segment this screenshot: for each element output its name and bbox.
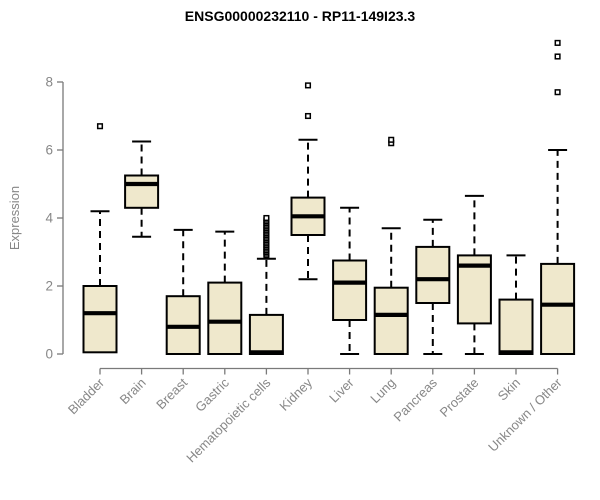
x-tick-label-skin: Skin	[495, 375, 523, 403]
box-liver	[332, 259, 368, 321]
y-tick-label: 2	[45, 279, 53, 294]
box-skin	[498, 298, 534, 356]
box-brain	[124, 174, 160, 209]
x-tick-label-kidney: Kidney	[276, 375, 315, 414]
x-tick-label-unknown-other: Unknown / Other	[485, 375, 565, 455]
outlier-point-lung	[388, 136, 395, 143]
box-lung	[373, 286, 409, 356]
outlier-point-kidney	[304, 82, 312, 89]
y-tick-label: 0	[45, 347, 53, 362]
x-tick-label-liver: Liver	[326, 375, 357, 406]
box-hematopoietic-cells	[248, 313, 284, 355]
chart-title: ENSG00000232110 - RP11-149I23.3	[184, 8, 416, 24]
x-tick-label-brain: Brain	[117, 375, 149, 407]
y-tick-label: 8	[45, 75, 53, 90]
x-tick-label-prostate: Prostate	[437, 375, 482, 420]
outlier-point-unknown-other	[554, 39, 561, 46]
x-tick-label-bladder: Bladder	[65, 375, 108, 418]
x-tick-label-breast: Breast	[153, 375, 190, 412]
box-pancreas	[415, 245, 451, 304]
x-tick-label-pancreas: Pancreas	[390, 375, 440, 425]
outlier-point-kidney	[304, 112, 312, 120]
box-bladder	[82, 285, 118, 354]
outlier-point-bladder	[96, 123, 104, 130]
outlier-point-unknown-other	[554, 53, 561, 60]
x-tick-label-lung: Lung	[367, 375, 398, 406]
outlier-point-hematopoietic-cells	[263, 214, 270, 222]
box-gastric	[207, 281, 243, 356]
y-tick-label: 4	[45, 211, 53, 226]
box-unknown-other	[540, 262, 576, 355]
y-tick-label: 6	[45, 143, 53, 158]
outlier-point-unknown-other	[554, 89, 561, 96]
x-tick-label-gastric: Gastric	[192, 375, 232, 415]
